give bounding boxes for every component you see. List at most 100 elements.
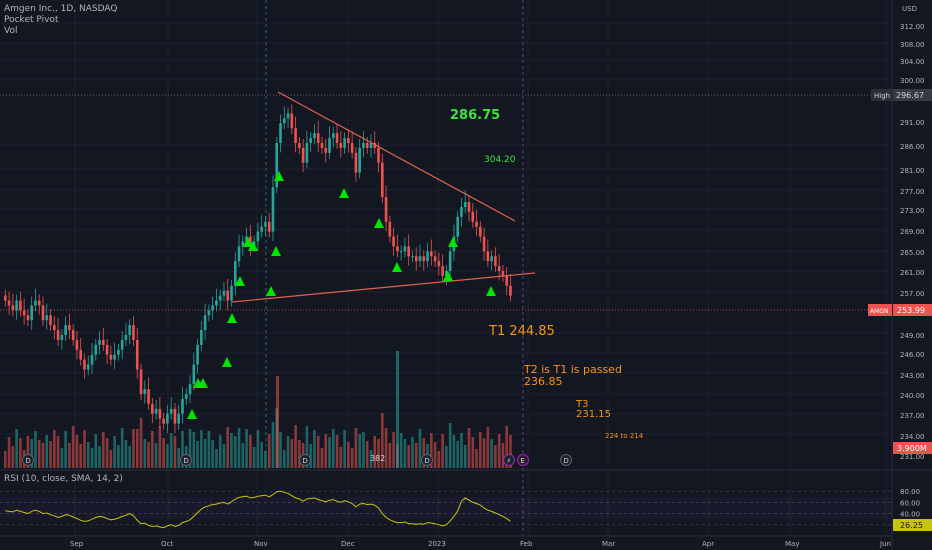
pivot-triangle-icon xyxy=(187,409,197,419)
pocket-pivot-markers xyxy=(187,171,496,419)
candle-body xyxy=(71,330,75,340)
candle-body xyxy=(422,256,426,262)
annotation-t3-line2: 231.15 xyxy=(576,409,611,420)
lower-trendline[interactable] xyxy=(231,272,536,303)
volume-bar xyxy=(151,431,154,468)
pivot-triangle-icon xyxy=(486,286,496,296)
candle-body xyxy=(105,344,109,355)
candle-body xyxy=(26,315,30,321)
candle-body xyxy=(94,344,98,355)
volume-bar xyxy=(324,434,328,468)
volume-bar xyxy=(86,442,90,468)
candle-body xyxy=(158,408,162,419)
candle-body xyxy=(396,246,399,252)
volume-bar xyxy=(203,439,207,468)
candle-body xyxy=(260,226,263,232)
candle-body xyxy=(132,325,135,340)
volume-bar xyxy=(7,437,11,468)
volume-bar xyxy=(37,440,41,468)
volume-bar xyxy=(162,438,165,468)
volume-bar xyxy=(392,432,395,468)
price-tick-label: 291.00 xyxy=(900,119,925,127)
volume-bar xyxy=(147,442,150,468)
high-value: 296.67 xyxy=(896,91,924,100)
volume-bar xyxy=(181,431,184,468)
candle-body xyxy=(456,216,459,237)
pivot-triangle-icon xyxy=(374,218,384,228)
volume-bar xyxy=(241,443,245,468)
candle-body xyxy=(448,251,452,271)
volume-bar xyxy=(497,434,501,468)
price-tick-label: 243.00 xyxy=(900,372,925,380)
price-axis[interactable]: 312.00 308.00 304.00 300.00 291.00 286.00 281.… xyxy=(900,5,925,530)
price-tick-label: 281.00 xyxy=(900,167,925,175)
volume-bar xyxy=(294,425,297,468)
candle-body xyxy=(335,133,339,143)
candle-body xyxy=(305,143,309,163)
volume-bar xyxy=(414,443,418,468)
candle-body xyxy=(241,241,245,247)
candle-body xyxy=(166,413,169,424)
candle-body xyxy=(414,256,418,262)
rsi-value: 26.25 xyxy=(900,521,923,530)
volume-bar xyxy=(343,430,346,468)
candle-body xyxy=(128,325,132,335)
candle-body xyxy=(369,143,373,148)
price-tick-label: 308.00 xyxy=(900,41,925,49)
candle-body xyxy=(203,315,207,331)
pivot-triangle-icon xyxy=(271,246,281,256)
volume-bar xyxy=(399,433,403,468)
candle-body xyxy=(211,305,214,311)
candle-body xyxy=(271,187,275,232)
volume-bar xyxy=(256,430,260,468)
pivot-triangle-icon xyxy=(339,188,349,198)
event-marker-icon xyxy=(503,454,515,466)
volume-note: 382 xyxy=(370,454,386,463)
annotation-t2-line2: 236.85 xyxy=(524,375,563,388)
candle-body xyxy=(56,330,60,340)
price-tick-label: 240.00 xyxy=(900,392,925,400)
last-price-tag: AMGN 253.99 xyxy=(868,304,932,316)
rsi-legend[interactable]: RSI (10, close, SMA, 14, 2) xyxy=(4,474,123,484)
volume-bar xyxy=(264,451,267,468)
candle-body xyxy=(143,389,147,395)
volume-bar xyxy=(362,432,365,468)
event-marker-icon xyxy=(22,454,34,466)
volume-bar xyxy=(117,445,120,468)
symbol-title[interactable]: Amgen Inc., 1D, NASDAQ xyxy=(4,4,118,14)
candle-body xyxy=(147,389,150,404)
volume-bar xyxy=(19,438,22,468)
candle-body xyxy=(68,325,71,331)
pivot-triangle-icon xyxy=(227,313,237,323)
upper-trendline[interactable] xyxy=(277,91,516,222)
time-axis[interactable]: Sep Oct Nov Dec 2023 Feb Mar Apr May Jun xyxy=(70,540,891,548)
candle-body xyxy=(249,236,252,247)
candle-body xyxy=(196,344,199,365)
indicator-pocket-pivot[interactable]: Pocket Pivot xyxy=(4,15,59,25)
candle-body xyxy=(83,359,86,370)
indicator-volume[interactable]: Vol xyxy=(4,26,18,36)
volume-bar xyxy=(350,448,354,468)
candle-body xyxy=(501,271,505,276)
candle-body xyxy=(362,143,365,148)
price-tick-label: 257.00 xyxy=(900,290,925,298)
volume-bar xyxy=(139,418,143,468)
last-price-value: 253.99 xyxy=(897,306,925,315)
candle-body xyxy=(494,256,497,267)
volume-bar xyxy=(158,426,162,468)
candle-body xyxy=(411,256,414,258)
volume-bar xyxy=(407,445,410,468)
candle-body xyxy=(433,256,437,262)
rsi-tick-label: 80.00 xyxy=(900,488,920,496)
event-markers[interactable]: D D D D D ⚡ E xyxy=(22,454,572,466)
volume-bar xyxy=(4,451,7,468)
volume-bar xyxy=(271,422,275,468)
volume-bar xyxy=(354,428,358,468)
volume-bar xyxy=(482,438,486,468)
volume-bar xyxy=(369,450,373,468)
rsi-tick-label: 60.00 xyxy=(900,499,920,507)
candle-body xyxy=(102,339,105,345)
candle-body xyxy=(388,221,392,237)
volume-bar xyxy=(260,442,263,468)
